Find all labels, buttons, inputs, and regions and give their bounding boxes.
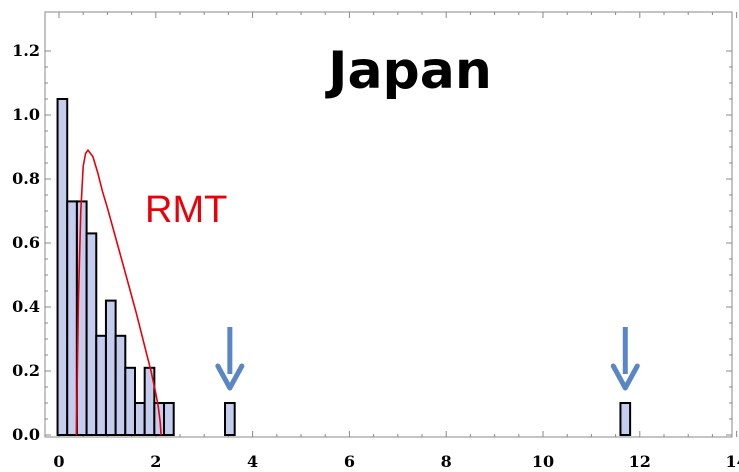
x-tick-label: 6 [344, 452, 355, 471]
x-tick-label: 8 [441, 452, 452, 471]
histogram-bar [104, 299, 117, 436]
y-tick-label: 1.0 [12, 105, 40, 124]
y-tick-label: 0.4 [12, 297, 40, 316]
y-tick-label: 0.0 [12, 425, 40, 444]
histogram-bar [85, 232, 98, 436]
down-arrow-icon [610, 327, 640, 391]
y-tick-label: 0.8 [12, 169, 40, 188]
histogram-bar [95, 334, 107, 436]
arrows [215, 327, 640, 391]
x-tick-label: 12 [629, 452, 651, 471]
y-tick-label: 0.6 [12, 233, 40, 252]
plot-border [44, 11, 733, 438]
x-tick-label: 14 [725, 452, 739, 471]
arrow-head [215, 363, 245, 391]
histogram-bar [133, 402, 146, 436]
x-tick-label: 10 [532, 452, 554, 471]
chart-title: Japan [325, 41, 492, 101]
histogram-bars [56, 98, 632, 436]
histogram-bar [224, 402, 236, 436]
histogram-bar [56, 98, 69, 436]
histogram-bar [114, 334, 127, 436]
x-tick-label: 4 [247, 452, 258, 471]
x-axis: 0 2 4 6 8 10 12 14 [53, 12, 739, 471]
histogram-bar [66, 200, 78, 436]
arrow-head [610, 363, 640, 391]
plot-frame [44, 11, 733, 438]
x-tick-label: 2 [150, 452, 161, 471]
y-tick-label: 0.2 [12, 361, 40, 380]
x-tick-label: 0 [53, 452, 64, 471]
histogram-bar [619, 402, 632, 436]
histogram-bar [124, 366, 136, 436]
down-arrow-icon [215, 327, 245, 391]
rmt-label: RMT [145, 189, 227, 231]
y-axis: 0.0 0.2 0.4 0.6 0.8 1.0 1.2 [12, 41, 732, 444]
y-tick-label: 1.2 [12, 41, 40, 60]
rmt-curve [75, 148, 162, 436]
histogram-bar [163, 402, 175, 436]
